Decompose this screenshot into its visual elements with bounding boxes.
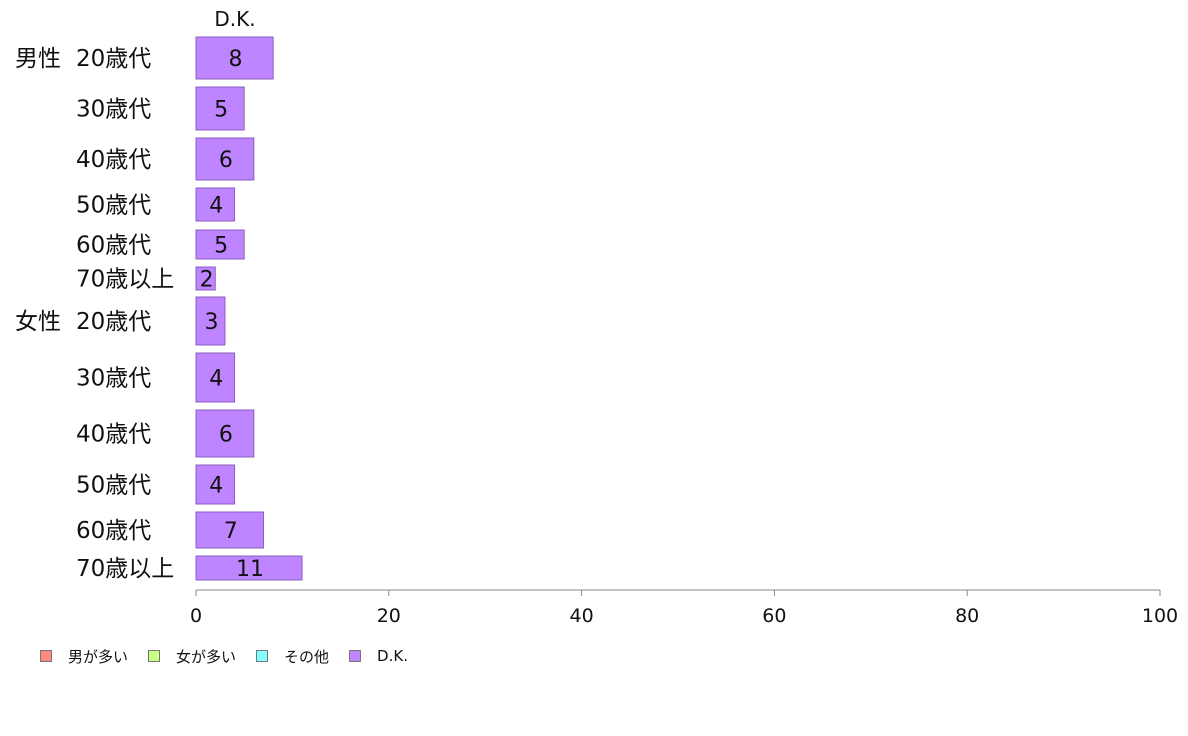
legend-item: D.K. <box>349 647 408 665</box>
legend-item: 女が多い <box>148 646 236 667</box>
category-label: 60歳代 <box>76 233 151 259</box>
category-label: 30歳代 <box>76 366 151 392</box>
x-tick-label: 40 <box>570 605 594 627</box>
category-label: 20歳代 <box>76 309 151 335</box>
bar <box>195 86 245 131</box>
group-label: 女性 <box>15 309 61 335</box>
bar <box>195 555 303 581</box>
bar <box>195 296 226 346</box>
legend-label: 男が多い <box>68 647 129 666</box>
bar-value-label: 6 <box>219 423 233 448</box>
legend-item: 男が多い <box>40 646 128 667</box>
legend-label: その他 <box>284 647 330 666</box>
x-tick-label: 60 <box>762 605 786 627</box>
bar-value-label: 6 <box>219 148 233 173</box>
legend-swatch <box>148 650 161 662</box>
bar-value-label: 11 <box>236 557 264 582</box>
category-label: 70歳以上 <box>76 267 174 293</box>
category-label: 70歳以上 <box>76 556 174 582</box>
legend-swatch <box>349 650 362 662</box>
legend-swatch <box>256 650 269 662</box>
column-header: D.K. <box>214 7 255 31</box>
bar <box>195 409 255 458</box>
bar <box>195 36 274 80</box>
bar-value-label: 5 <box>214 234 228 259</box>
bar <box>195 187 236 222</box>
bar <box>195 464 236 505</box>
legend: 男が多い 女が多い その他 D.K. <box>40 646 428 666</box>
x-tick-label: 20 <box>377 605 401 627</box>
legend-label: D.K. <box>377 647 408 665</box>
category-label: 60歳代 <box>76 518 151 544</box>
bar <box>195 229 245 260</box>
bar <box>195 266 216 291</box>
bar <box>195 137 255 181</box>
bar-chart: D.K. 男性 20歳代 8 30歳代 5 40歳代 6 50歳代 4 60歳代 5 70歳以上 2 女性 2… <box>15 7 1178 627</box>
group-label: 男性 <box>15 46 61 72</box>
bar-value-label: 5 <box>214 98 228 123</box>
bar-value-label: 4 <box>209 367 223 392</box>
bar-value-label: 8 <box>229 47 243 72</box>
bar-value-label: 2 <box>200 268 214 293</box>
bar-value-label: 7 <box>224 519 238 544</box>
category-label: 20歳代 <box>76 46 151 72</box>
bar-value-label: 3 <box>204 310 218 335</box>
category-label: 40歳代 <box>76 422 151 448</box>
legend-swatch <box>40 650 52 662</box>
bar-value-label: 4 <box>209 194 223 219</box>
bar-value-label: 4 <box>209 474 223 499</box>
legend-item: その他 <box>256 646 329 667</box>
x-tick-label: 100 <box>1142 605 1178 627</box>
category-label: 50歳代 <box>76 473 151 499</box>
category-label: 30歳代 <box>76 97 151 123</box>
legend-label: 女が多い <box>176 647 237 666</box>
category-label: 40歳代 <box>76 147 151 173</box>
bar <box>195 352 236 403</box>
category-label: 50歳代 <box>76 193 151 219</box>
x-tick-label: 80 <box>955 605 979 627</box>
bar <box>195 511 264 549</box>
x-tick-label: 0 <box>190 605 202 627</box>
